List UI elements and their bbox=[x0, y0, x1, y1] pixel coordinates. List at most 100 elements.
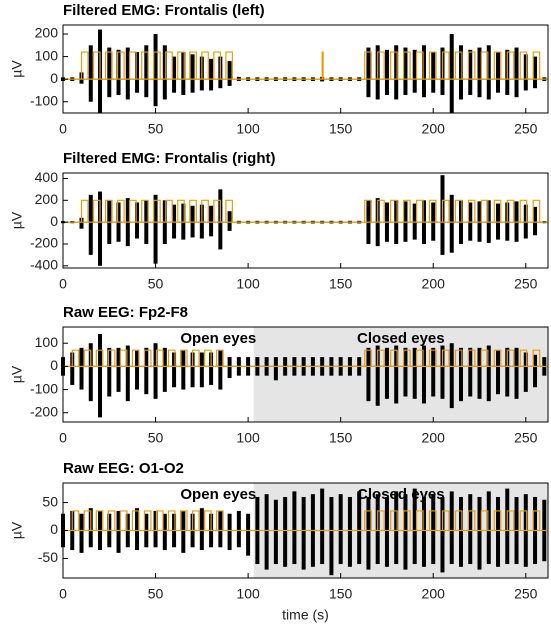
signal-range bbox=[523, 352, 528, 392]
stimulus-pulse bbox=[441, 199, 450, 223]
signal-range bbox=[394, 345, 399, 404]
signal-range bbox=[449, 194, 454, 253]
stimulus-pulse bbox=[107, 349, 116, 367]
signal-range bbox=[190, 54, 195, 93]
signal-range bbox=[449, 491, 454, 565]
stimulus-pulse bbox=[403, 349, 411, 367]
x-tick-label: 150 bbox=[329, 276, 353, 292]
stimulus-pulse bbox=[364, 510, 372, 531]
signal-range bbox=[236, 510, 241, 548]
stimulus-pulse bbox=[165, 51, 173, 80]
axes-box bbox=[62, 326, 549, 423]
stimulus-pulse bbox=[519, 349, 528, 367]
annotation: Closed eyes bbox=[357, 486, 445, 503]
stimulus-pulse bbox=[428, 199, 437, 223]
stimulus-pulse bbox=[167, 510, 176, 531]
signal-range bbox=[486, 45, 491, 100]
y-axis-label: µV bbox=[9, 211, 25, 229]
signal-range bbox=[88, 45, 93, 102]
x-tick-label: 150 bbox=[329, 430, 353, 446]
y-tick-label: 100 bbox=[35, 334, 59, 350]
stimulus-pulse bbox=[104, 51, 113, 80]
stimulus-pulse bbox=[390, 199, 398, 223]
signal-range bbox=[421, 45, 426, 98]
stimulus-pulse bbox=[141, 51, 149, 80]
stimulus-pulse bbox=[403, 51, 411, 80]
signal-range bbox=[403, 494, 408, 570]
signal-range bbox=[246, 513, 251, 556]
annotation: Open eyes bbox=[180, 330, 256, 347]
signal-range bbox=[496, 52, 501, 93]
panel-title: Raw EEG: Fp2-F8 bbox=[63, 304, 188, 321]
y-axis-label: µV bbox=[9, 60, 25, 78]
signal-range bbox=[468, 49, 473, 95]
stimulus-pulse bbox=[493, 510, 502, 531]
x-tick-label: 50 bbox=[148, 430, 164, 446]
signal-range bbox=[449, 34, 454, 113]
x-tick-label: 0 bbox=[59, 121, 67, 137]
stimulus-pulse bbox=[441, 510, 450, 531]
signal-range bbox=[412, 49, 417, 93]
signal-range bbox=[384, 347, 389, 399]
signal-range bbox=[264, 494, 269, 570]
signal-range bbox=[162, 513, 167, 551]
y-tick-label: 400 bbox=[35, 169, 59, 185]
stimulus-pulse bbox=[454, 51, 463, 80]
stimulus-pulse bbox=[213, 51, 221, 80]
x-tick-label: 200 bbox=[422, 121, 446, 137]
signal-range bbox=[227, 513, 232, 551]
signal-range bbox=[199, 508, 204, 551]
stimulus-pulse bbox=[216, 510, 224, 531]
stimulus-pulse bbox=[480, 199, 489, 223]
signal-range bbox=[301, 496, 306, 570]
signal-range bbox=[153, 34, 158, 107]
signal-range bbox=[468, 347, 473, 397]
x-tick-label: 50 bbox=[148, 121, 164, 137]
signal-range bbox=[394, 45, 399, 100]
stimulus-pulse bbox=[467, 199, 476, 223]
stimulus-pulse bbox=[92, 199, 101, 223]
signal-range bbox=[116, 347, 121, 392]
stimulus-pulse bbox=[454, 199, 463, 223]
signal-range bbox=[79, 347, 84, 390]
stimulus-pulse bbox=[377, 349, 385, 367]
x-axis-label: time (s) bbox=[282, 607, 329, 623]
signal-range bbox=[98, 191, 103, 266]
signal-range bbox=[172, 56, 177, 93]
stimulus-pulse bbox=[480, 51, 489, 80]
stimulus-pulse bbox=[225, 199, 233, 223]
signal-range bbox=[486, 491, 491, 565]
x-tick-label: 150 bbox=[329, 121, 353, 137]
signal-range bbox=[125, 47, 130, 100]
stimulus-pulse bbox=[364, 349, 372, 367]
panel-title: Filtered EMG: Frontalis (right) bbox=[63, 150, 276, 167]
signal-range bbox=[88, 194, 93, 255]
signal-range bbox=[107, 47, 112, 98]
signal-range bbox=[458, 496, 463, 567]
signal-range bbox=[477, 496, 482, 570]
stimulus-pulse bbox=[119, 349, 128, 367]
y-tick-label: 200 bbox=[35, 25, 59, 41]
signal-range bbox=[366, 47, 371, 98]
signal-range bbox=[320, 488, 325, 565]
x-tick-label: 250 bbox=[514, 121, 538, 137]
signal-range bbox=[181, 52, 186, 95]
stimulus-pulse bbox=[71, 349, 80, 367]
signal-range bbox=[477, 347, 482, 399]
signal-range bbox=[162, 347, 167, 392]
stimulus-pulse bbox=[95, 349, 104, 367]
stimulus-pulse bbox=[428, 51, 437, 80]
signal-range bbox=[273, 357, 278, 381]
stimulus-pulse bbox=[467, 510, 476, 531]
stimulus-pulse bbox=[204, 349, 212, 367]
stimulus-pulse bbox=[213, 199, 221, 223]
stimulus-pulse bbox=[390, 51, 398, 80]
signal-range bbox=[79, 217, 84, 229]
stimulus-pulse bbox=[441, 51, 450, 80]
signal-range bbox=[199, 352, 204, 388]
stimulus-pulse bbox=[141, 199, 149, 223]
y-tick-label: 0 bbox=[50, 70, 58, 86]
stimulus-pulse bbox=[189, 199, 197, 223]
signal-range bbox=[172, 352, 177, 388]
